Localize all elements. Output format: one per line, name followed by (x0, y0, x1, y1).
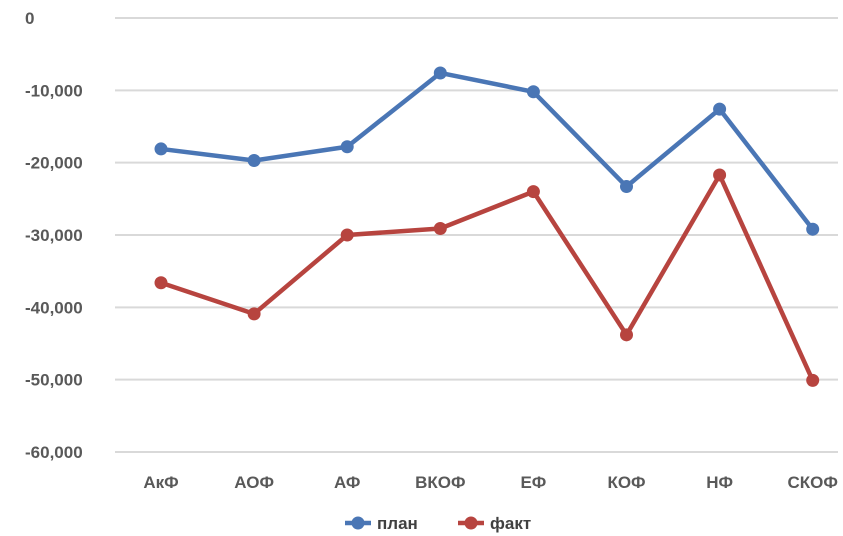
data-point (620, 328, 633, 342)
x-tick-label: ВКОФ (415, 473, 465, 492)
x-tick-label: КОФ (607, 473, 645, 492)
legend-label: план (377, 514, 418, 533)
legend: план факт (345, 514, 531, 533)
data-point (806, 373, 820, 387)
x-axis-tick-labels: АкФ АОФ АФ ВКОФ ЕФ КОФ НФ СКОФ (143, 473, 838, 492)
y-tick-label: -40,000 (25, 298, 83, 317)
x-tick-label: АОФ (234, 473, 274, 492)
x-tick-label: СКОФ (788, 473, 838, 492)
x-tick-label: ЕФ (520, 473, 546, 492)
y-tick-label: -50,000 (25, 371, 83, 390)
data-point (806, 222, 820, 236)
legend-label: факт (490, 514, 531, 533)
y-tick-label: -10,000 (25, 81, 83, 100)
data-point (526, 185, 540, 199)
data-point (247, 307, 261, 321)
data-point (247, 153, 261, 167)
y-tick-label: -60,000 (25, 443, 83, 462)
series-lines (158, 70, 815, 383)
data-point (433, 221, 447, 235)
data-point (713, 102, 727, 116)
y-tick-label: 0 (25, 9, 34, 28)
data-point (526, 85, 540, 99)
data-point (713, 168, 727, 182)
data-point (340, 228, 354, 242)
y-axis-tick-labels: 0 -10,000 -20,000 -30,000 -40,000 -50,000 -60,… (25, 9, 83, 462)
x-tick-label: АкФ (143, 473, 178, 492)
data-point (433, 66, 447, 80)
legend-marker (351, 516, 365, 530)
gridlines (115, 17, 838, 453)
legend-marker (464, 516, 478, 530)
data-point (154, 276, 168, 290)
series-markers (154, 66, 820, 387)
data-point (154, 142, 168, 156)
y-tick-label: -30,000 (25, 226, 83, 245)
series-line-2 (158, 172, 815, 383)
y-tick-label: -20,000 (25, 154, 83, 173)
data-point (620, 180, 633, 194)
series-line-1 (158, 70, 815, 232)
data-point (340, 140, 354, 154)
x-tick-label: АФ (334, 473, 360, 492)
x-tick-label: НФ (706, 473, 733, 492)
